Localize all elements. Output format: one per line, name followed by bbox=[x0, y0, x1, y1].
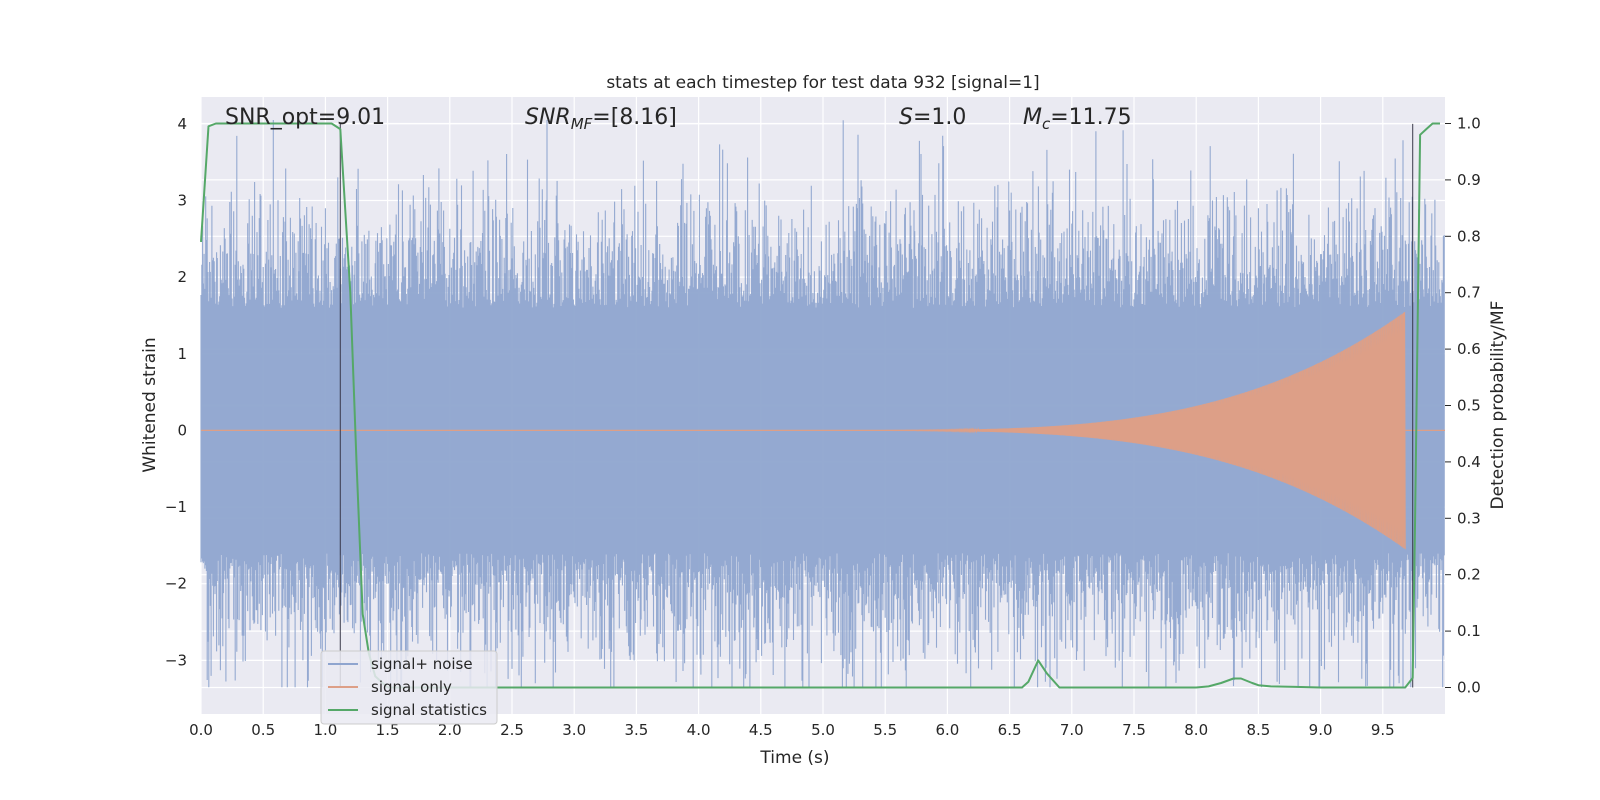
x-tick-label: 7.5 bbox=[1122, 721, 1146, 739]
x-tick-label: 4.0 bbox=[687, 721, 711, 739]
y-left-tick-label: 3 bbox=[177, 191, 187, 209]
y-left-tick-label: −3 bbox=[165, 651, 187, 669]
x-tick-label: 0.0 bbox=[189, 721, 213, 739]
s-symbol: S bbox=[899, 105, 913, 130]
snr-mf-symbol: SNR bbox=[525, 105, 571, 130]
y-right-tick-label: 0.9 bbox=[1457, 171, 1481, 189]
legend-label-statistics: signal statistics bbox=[371, 701, 487, 719]
y-right-tick-label: 0.8 bbox=[1457, 227, 1481, 245]
x-tick-label: 3.5 bbox=[624, 721, 648, 739]
x-tick-label: 9.5 bbox=[1371, 721, 1395, 739]
y-right-tick-label: 0.1 bbox=[1457, 622, 1481, 640]
series-signal-only bbox=[201, 311, 1445, 550]
chart-title: stats at each timestep for test data 932… bbox=[606, 73, 1039, 93]
mc-value: =11.75 bbox=[1050, 105, 1131, 130]
annotation-snr-mf: SNRMF=[8.16] bbox=[525, 105, 677, 133]
vertical-markers bbox=[339, 123, 1414, 688]
y-left-tick-label: 2 bbox=[177, 268, 187, 286]
y-left-tick-label: 0 bbox=[177, 421, 187, 439]
legend-box bbox=[320, 650, 498, 725]
x-tick-label: 5.0 bbox=[811, 721, 835, 739]
x-tick-label: 6.5 bbox=[998, 721, 1022, 739]
s-value: =1.0 bbox=[913, 105, 966, 130]
legend-label-noise: signal+ noise bbox=[371, 655, 473, 673]
x-tick-label: 8.0 bbox=[1184, 721, 1208, 739]
x-tick-label: 1.5 bbox=[376, 721, 400, 739]
annotation-s: S=1.0 bbox=[899, 105, 966, 130]
x-tick-label: 2.5 bbox=[500, 721, 524, 739]
y-right-tick-label: 1.0 bbox=[1457, 115, 1481, 133]
y-left-tick-label: 4 bbox=[177, 115, 187, 133]
x-axis-label: Time (s) bbox=[759, 748, 829, 768]
y-right-tick-label: 0.3 bbox=[1457, 509, 1481, 527]
x-tick-label: 1.0 bbox=[313, 721, 337, 739]
statistics-line bbox=[200, 122, 1440, 689]
x-tick-label: 6.0 bbox=[935, 721, 959, 739]
y-left-tick-label: 1 bbox=[177, 345, 187, 363]
annotation-snr-opt: SNR_opt=9.01 bbox=[225, 105, 385, 130]
x-tick-label: 9.0 bbox=[1309, 721, 1333, 739]
y-axis-right-label: Detection probability/MF bbox=[1488, 301, 1508, 510]
legend-label-signal: signal only bbox=[371, 678, 452, 696]
y-right-tick-label: 0.4 bbox=[1457, 453, 1481, 471]
legend: signal+ noise signal only signal statist… bbox=[320, 650, 498, 725]
y-right-tick-label: 0.2 bbox=[1457, 566, 1481, 584]
y-left-tick-label: −1 bbox=[165, 498, 187, 516]
y-axis-right-ticks: 1.0 0.9 0.8 0.7 0.6 0.5 0.4 0.3 0.2 0.1 0.0 bbox=[1445, 115, 1481, 696]
y-left-tick-label: −2 bbox=[165, 575, 187, 593]
x-tick-label: 7.0 bbox=[1060, 721, 1084, 739]
y-right-tick-label: 0.0 bbox=[1457, 678, 1481, 696]
annotation-mc: Mc=11.75 bbox=[1023, 105, 1132, 133]
y-axis-left-ticks: 4 3 2 1 0 −1 −2 −3 bbox=[165, 115, 187, 670]
y-right-tick-label: 0.5 bbox=[1457, 397, 1481, 415]
mc-symbol: M bbox=[1023, 105, 1042, 130]
x-tick-label: 3.0 bbox=[562, 721, 586, 739]
x-tick-label: 5.5 bbox=[873, 721, 897, 739]
y-axis-left-label: Whitened strain bbox=[140, 337, 160, 472]
x-tick-label: 2.0 bbox=[438, 721, 462, 739]
y-right-tick-label: 0.7 bbox=[1457, 284, 1481, 302]
y-right-tick-label: 0.6 bbox=[1457, 340, 1481, 358]
x-tick-label: 8.5 bbox=[1246, 721, 1270, 739]
x-tick-label: 4.5 bbox=[749, 721, 773, 739]
mc-subscript: c bbox=[1042, 115, 1051, 133]
series-signal-statistics bbox=[200, 122, 1440, 689]
x-tick-label: 0.5 bbox=[251, 721, 275, 739]
snr-mf-value: =[8.16] bbox=[592, 105, 677, 130]
x-axis-ticks: 0.0 0.5 1.0 1.5 2.0 2.5 3.0 3.5 4.0 4.5 5.0 5.5 6.0 6… bbox=[189, 721, 1395, 739]
signal-chirp bbox=[885, 311, 1406, 550]
snr-mf-subscript: MF bbox=[571, 115, 593, 133]
